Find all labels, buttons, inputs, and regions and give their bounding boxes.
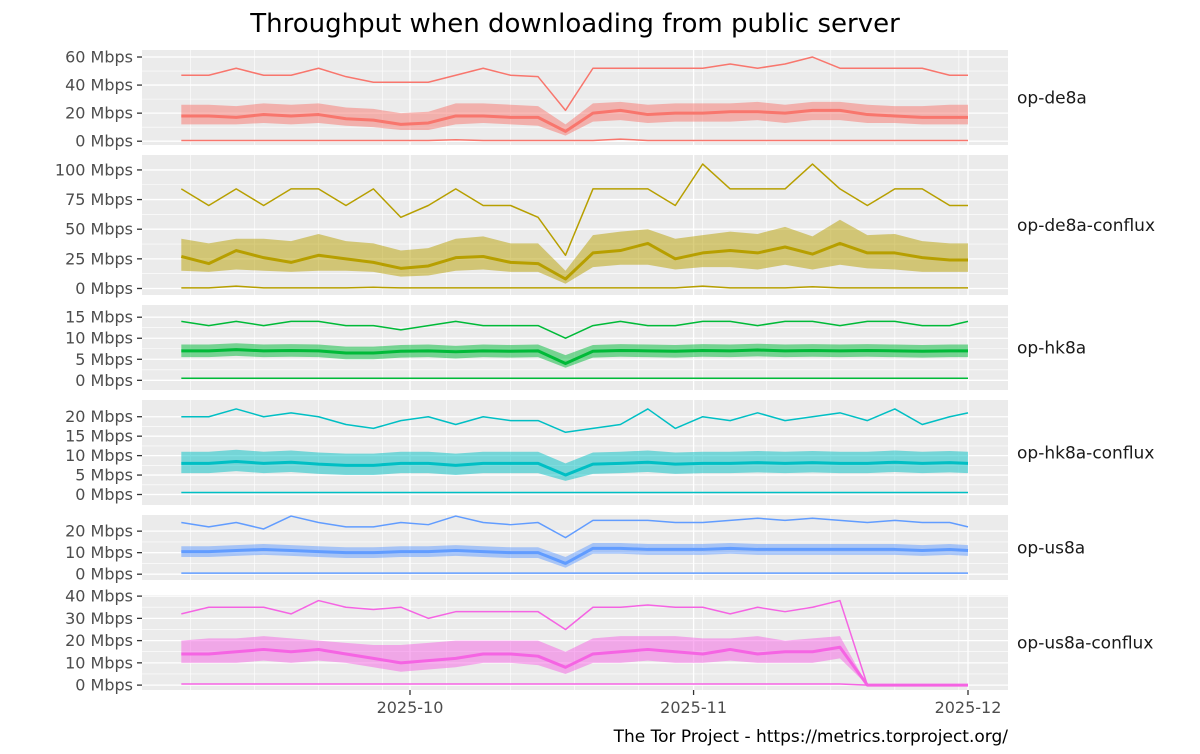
strip-label: op-de8a	[1017, 89, 1087, 109]
max-line-op-de8a-conflux	[180, 163, 968, 257]
y-tick-label: 30 Mbps	[65, 609, 133, 628]
chart-title: Throughput when downloading from public …	[249, 9, 900, 39]
y-tick-label: 75 Mbps	[65, 190, 133, 209]
panel-op-us8a: 0 Mbps 10 Mbps 20 Mbps op-us8a	[65, 515, 1085, 584]
y-tick-label: 0 Mbps	[75, 279, 133, 298]
iqr-ribbon-op-hk8a-conflux	[181, 449, 969, 481]
max-line-op-de8a	[181, 56, 968, 112]
y-tick-label: 5 Mbps	[75, 466, 133, 485]
y-tick-label: 40 Mbps	[65, 587, 133, 606]
y-tick-label: 0 Mbps	[75, 371, 133, 390]
y-tick-label: 0 Mbps	[75, 132, 133, 151]
y-tick-label: 15 Mbps	[65, 427, 133, 446]
y-tick-label: 60 Mbps	[65, 48, 133, 67]
min-line-op-de8a-conflux	[181, 285, 968, 289]
median-line-op-de8a	[181, 108, 968, 133]
y-tick-label: 10 Mbps	[65, 543, 133, 562]
panel-op-hk8a: 0 Mbps 5 Mbps 10 Mbps 15 Mbps op-hk8a	[65, 305, 1086, 390]
x-axis: 2025-10 2025-11 2025-12	[377, 690, 1002, 717]
y-tick-label: 0 Mbps	[75, 676, 133, 695]
y-tick-label: 25 Mbps	[65, 249, 133, 268]
x-tick-label: 2025-12	[935, 698, 1002, 717]
y-tick-label: 10 Mbps	[65, 446, 133, 465]
y-tick-label: 0 Mbps	[75, 485, 133, 504]
strip-label: op-hk8a-conflux	[1017, 444, 1154, 464]
y-tick-label: 100 Mbps	[55, 160, 133, 179]
chart-caption: The Tor Project - https://metrics.torpro…	[613, 727, 1009, 747]
y-tick-label: 20 Mbps	[65, 407, 133, 426]
y-tick-label: 50 Mbps	[65, 220, 133, 239]
median-line-op-hk8a-conflux	[181, 459, 969, 477]
y-tick-label: 20 Mbps	[65, 104, 133, 123]
median-line-op-us8a-conflux	[181, 645, 968, 687]
median-line-op-us8a	[181, 546, 969, 565]
min-line-op-us8a-conflux	[181, 683, 968, 686]
iqr-ribbon-op-de8a-conflux	[181, 219, 969, 284]
x-tick-label: 2025-11	[660, 698, 727, 717]
median-line-op-de8a-conflux	[180, 241, 968, 281]
panel-op-us8a-conflux: 0 Mbps 10 Mbps 20 Mbps 30 Mbps 40 Mbps op-us8…	[65, 587, 1153, 695]
strip-label: op-de8a-conflux	[1017, 216, 1155, 236]
panel-op-de8a-conflux: 0 Mbps 25 Mbps 50 Mbps 75 Mbps 100 Mbps op-de…	[55, 155, 1155, 298]
panel-background	[142, 50, 1008, 145]
min-line-op-de8a	[181, 138, 968, 142]
y-tick-label: 10 Mbps	[65, 329, 133, 348]
strip-label: op-us8a-conflux	[1017, 634, 1153, 654]
strip-label: op-hk8a	[1017, 339, 1086, 359]
strip-label: op-us8a	[1017, 539, 1085, 559]
y-tick-label: 5 Mbps	[75, 350, 133, 369]
y-tick-label: 20 Mbps	[65, 631, 133, 650]
iqr-ribbon-op-us8a-conflux	[181, 636, 969, 686]
max-line-op-us8a-conflux	[181, 599, 968, 686]
y-tick-label: 10 Mbps	[65, 653, 133, 672]
max-line-op-hk8a-conflux	[181, 408, 969, 434]
max-line-op-hk8a	[181, 320, 969, 339]
y-tick-label: 0 Mbps	[75, 565, 133, 584]
y-tick-label: 40 Mbps	[65, 76, 133, 95]
x-tick-label: 2025-10	[377, 698, 444, 717]
y-tick-label: 20 Mbps	[65, 522, 133, 541]
iqr-ribbon-op-de8a	[181, 101, 969, 136]
median-line-op-hk8a	[181, 348, 968, 365]
y-tick-label: 15 Mbps	[65, 308, 133, 327]
max-line-op-us8a	[181, 515, 969, 539]
panel-op-de8a: 0 Mbps 20 Mbps 40 Mbps 60 Mbps op-de8a	[65, 48, 1087, 151]
